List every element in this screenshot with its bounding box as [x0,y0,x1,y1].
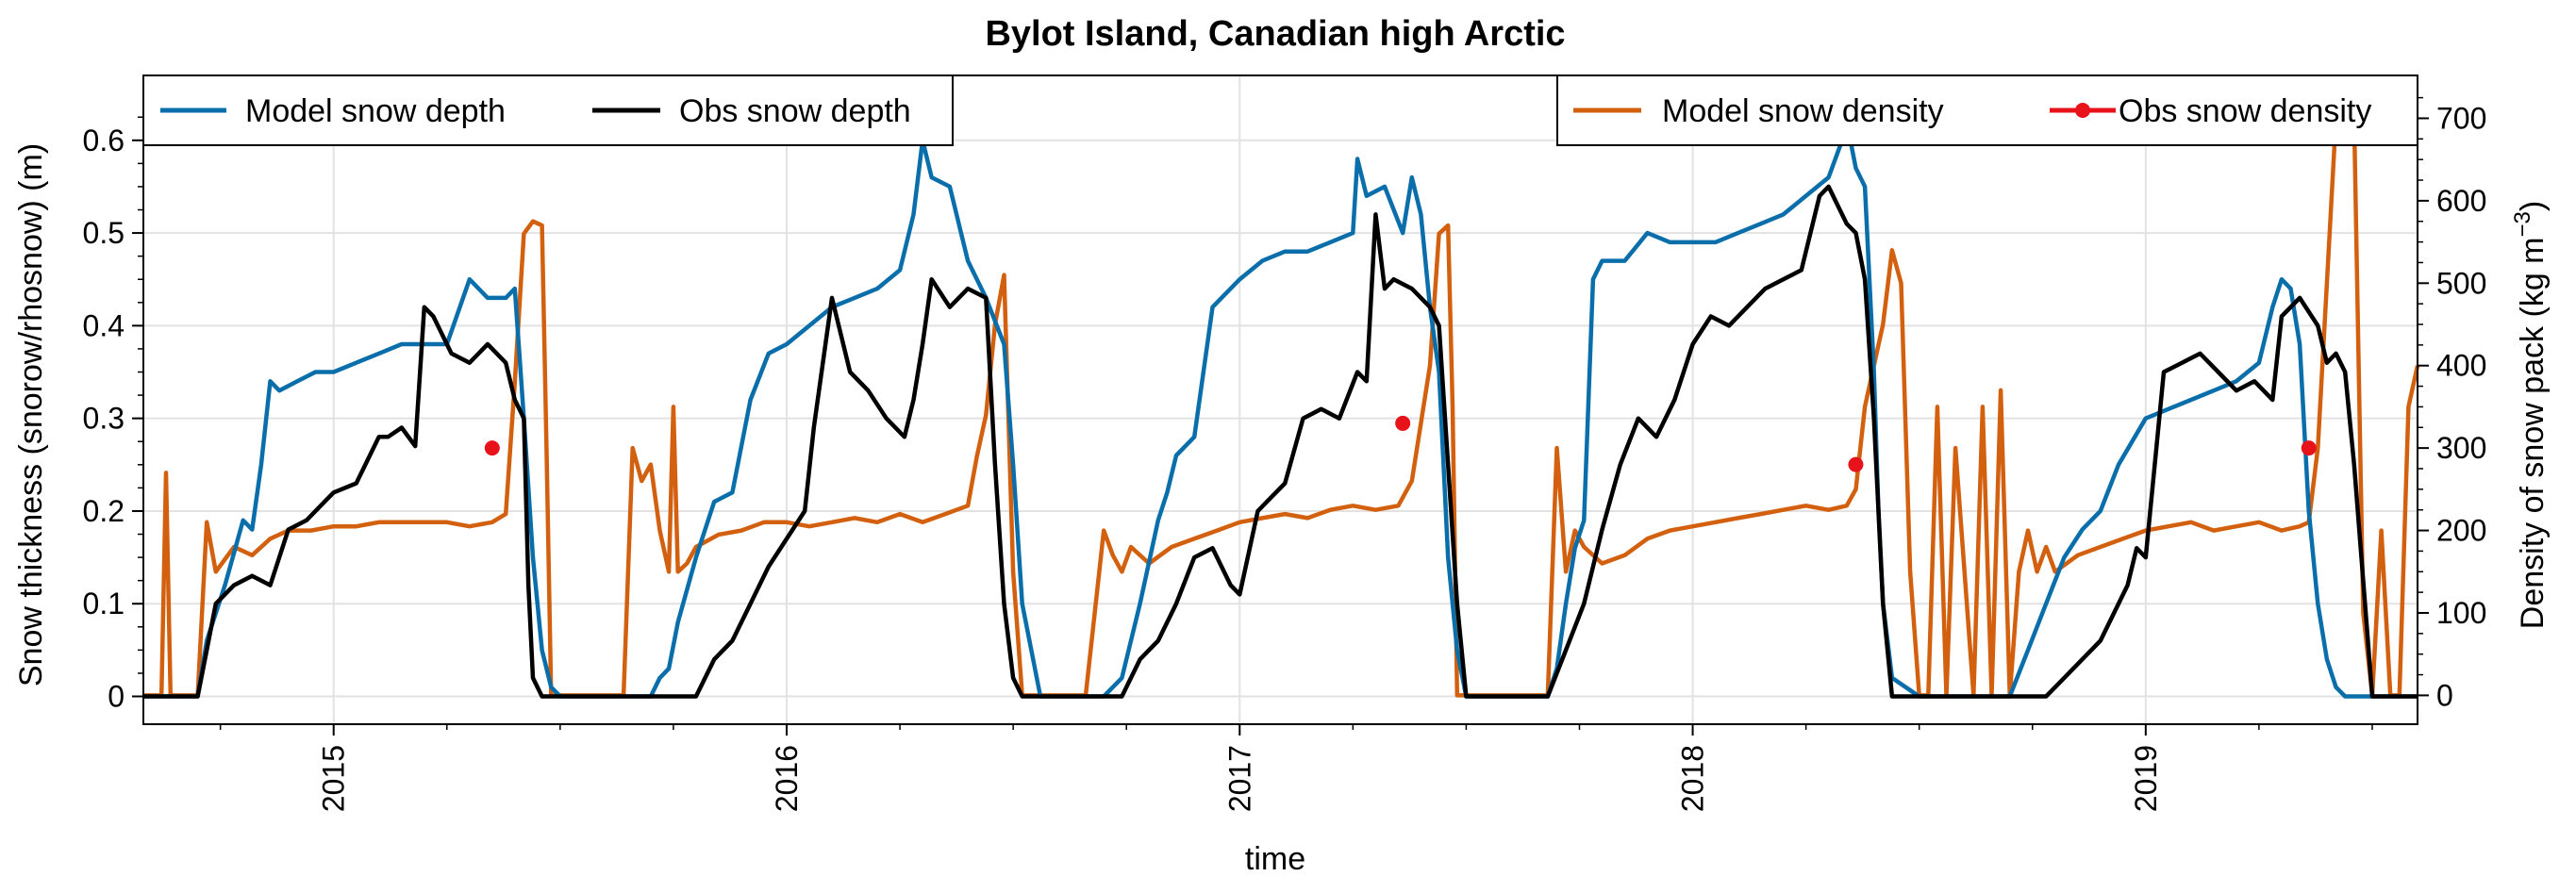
obs-density-point [2301,440,2317,456]
right-y-tick-label: 0 [2436,678,2453,712]
obs-density-point [1848,456,1864,472]
right-y-tick-label: 400 [2436,349,2486,383]
legend-marker-obs-snow-density [2075,103,2090,118]
left-y-axis-label: Snow thickness (snorow/rhosnow) (m) [13,143,49,686]
left-y-axis: 0 0.1 0.2 0.3 0.4 0.5 0.6 [83,116,143,714]
left-y-tick-label: 0.4 [83,308,125,342]
legend-right-frame [1556,74,2418,146]
series-line-model-snow-density [143,74,2420,698]
legend-right: Model snow density Obs snow density [1556,74,2418,146]
x-tick-label: 2016 [770,745,804,812]
series-line-obs-snow-depth [143,184,2418,699]
legend-label-obs-snow-density: Obs snow density [2119,93,2371,129]
left-y-tick-label: 0.1 [83,587,125,620]
x-tick-label: 2015 [317,745,351,812]
plot-area [142,74,2420,725]
obs-density-point [1395,415,1411,431]
right-y-axis-label-suffix: ) [2515,201,2551,211]
x-tick-label: 2017 [1222,745,1256,812]
legend-label-obs-snow-depth: Obs snow depth [679,93,911,129]
x-axis: 2015 2016 2017 2018 2019 [219,724,2373,812]
legend-label-model-snow-density: Model snow density [1662,93,1944,129]
right-y-axis-label-prefix: Density of snow pack (kg m [2515,238,2551,630]
legend-left: Model snow depth Obs snow depth [142,74,954,146]
right-y-tick-label: 500 [2436,266,2486,300]
right-y-tick-label: 200 [2436,514,2486,548]
left-y-tick-label: 0.3 [83,402,125,436]
right-y-tick-label: 300 [2436,431,2486,465]
right-y-tick-label: 600 [2436,184,2486,218]
x-tick-label: 2018 [1676,745,1710,812]
right-y-tick-label: 100 [2436,596,2486,630]
legend-label-model-snow-depth: Model snow depth [245,93,506,129]
legend-left-frame [142,74,954,146]
series-layer [143,74,2420,699]
chart-title: Bylot Island, Canadian high Arctic [985,14,1565,54]
plot-frame [142,74,2418,725]
left-y-tick-label: 0 [108,680,125,714]
left-y-tick-label: 0.6 [83,124,125,157]
right-y-tick-label: 700 [2436,101,2486,135]
right-y-axis: 0 100 200 300 400 500 600 700 [2418,96,2486,712]
right-y-axis-label: Density of snow pack (kg m−3) [2510,201,2551,629]
scatter-layer [484,415,2317,472]
x-tick-label: 2019 [2129,745,2163,812]
left-y-tick-label: 0.2 [83,494,125,528]
x-axis-label: time [1245,841,1305,877]
right-y-axis-label-superscript: −3 [2510,211,2535,237]
obs-density-point [484,440,500,456]
left-y-tick-label: 0.5 [83,216,125,250]
